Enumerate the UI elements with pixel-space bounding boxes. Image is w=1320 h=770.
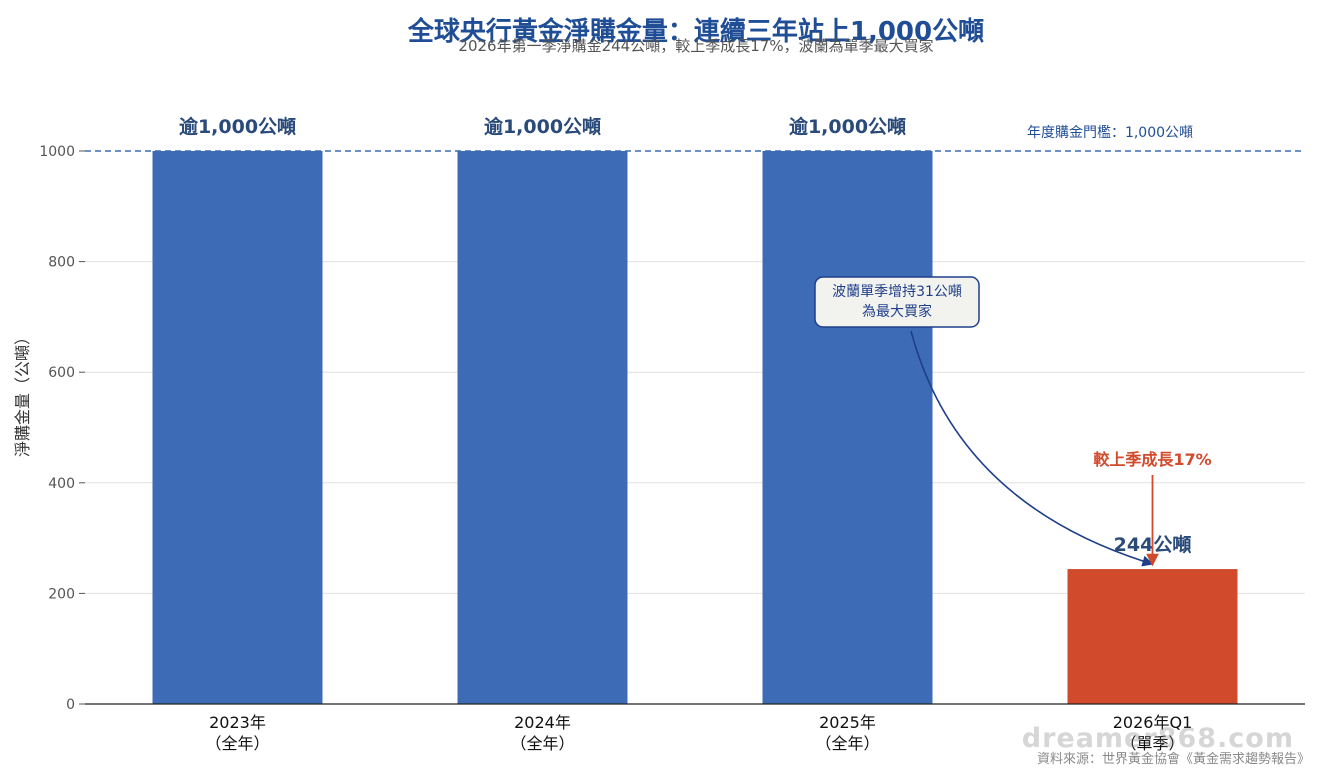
x-tick-label: 2025年 <box>819 713 876 732</box>
bar <box>152 151 323 704</box>
source-note: 資料來源：世界黃金協會《黃金需求趨勢報告》 <box>1036 752 1310 767</box>
x-tick-sublabel: （單季） <box>1120 734 1184 753</box>
y-tick-label: 200 <box>48 586 75 602</box>
y-tick-label: 0 <box>66 697 75 713</box>
bar <box>1067 569 1238 704</box>
growth-note: 較上季成長17% <box>1093 450 1211 469</box>
threshold-label: 年度購金門檻：1,000公噸 <box>1027 124 1193 141</box>
callout-text: 波蘭單季增持31公噸 <box>832 284 962 300</box>
x-tick-sublabel: （全年） <box>815 734 879 753</box>
x-tick-sublabel: （全年） <box>205 734 269 753</box>
callout-arrow <box>910 330 1154 567</box>
y-tick-label: 400 <box>48 476 75 492</box>
callout-text: 為最大買家 <box>862 303 932 320</box>
x-tick-label: 2023年 <box>209 713 266 732</box>
y-axis-label: 淨購金量（公噸） <box>13 329 32 457</box>
x-tick-label: 2026年Q1 <box>1113 713 1193 732</box>
value-label: 逾1,000公噸 <box>484 115 601 138</box>
callout-box <box>814 276 980 328</box>
value-label: 逾1,000公噸 <box>179 115 296 138</box>
y-tick-label: 800 <box>48 255 75 271</box>
x-tick-label: 2024年 <box>514 713 571 732</box>
x-tick-sublabel: （全年） <box>510 734 574 753</box>
chart-title: 全球央行黃金淨購金量：連續三年站上1,000公噸 <box>407 16 984 47</box>
bar <box>762 151 933 704</box>
y-tick-label: 600 <box>48 365 75 381</box>
chart-subtitle: 2026年第一季淨購金244公噸，較上季成長17%，波蘭為單季最大買家 <box>458 37 933 55</box>
bar <box>457 151 628 704</box>
value-label: 逾1,000公噸 <box>789 115 906 138</box>
watermark: dreamer868.com <box>1021 723 1294 754</box>
y-tick-label: 1000 <box>39 144 75 160</box>
